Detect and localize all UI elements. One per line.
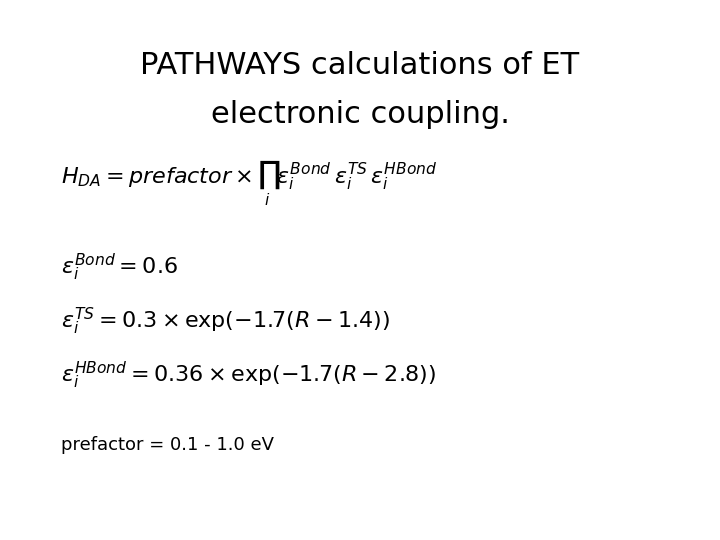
Text: electronic coupling.: electronic coupling. <box>210 100 510 129</box>
Text: PATHWAYS calculations of ET: PATHWAYS calculations of ET <box>140 51 580 80</box>
Text: $\varepsilon_i^{\mathit{Bond}} = 0.6$: $\varepsilon_i^{\mathit{Bond}} = 0.6$ <box>61 252 178 283</box>
Text: $\varepsilon_i^{\mathit{TS}} = 0.3 \times \mathrm{exp}(-1.7(\mathit{R}-1.4))$: $\varepsilon_i^{\mathit{TS}} = 0.3 \time… <box>61 306 390 337</box>
Text: $\varepsilon_i^{\mathit{HBond}} = 0.36 \times \mathrm{exp}(-1.7(\mathit{R}-2.8)): $\varepsilon_i^{\mathit{HBond}} = 0.36 \… <box>61 360 436 391</box>
Text: prefactor = 0.1 - 1.0 eV: prefactor = 0.1 - 1.0 eV <box>61 436 274 455</box>
Text: $\mathit{H}_{\mathit{DA}} = \mathit{prefactor} \times \prod_{i} \varepsilon_i^{\: $\mathit{H}_{\mathit{DA}} = \mathit{pref… <box>61 159 438 208</box>
